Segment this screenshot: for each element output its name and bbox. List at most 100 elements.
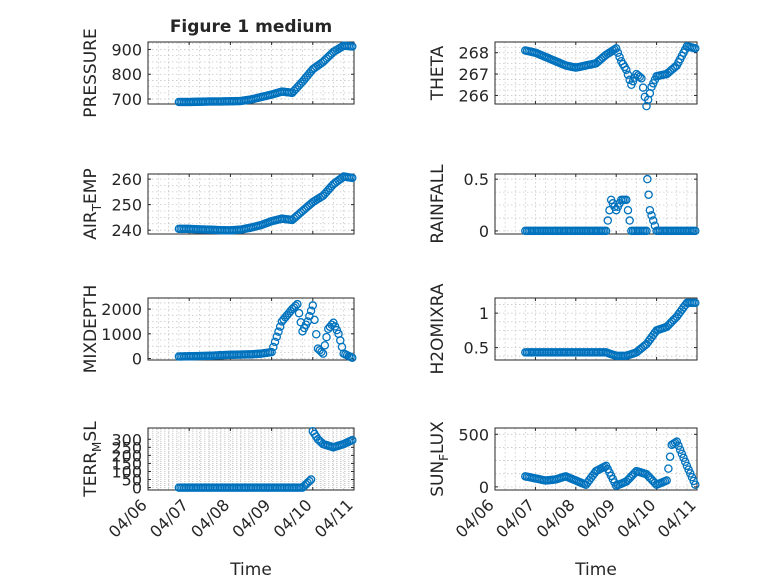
data-point [691,480,700,489]
data-point [691,298,700,308]
y-tick-label: 50 [122,471,142,490]
subplot-3: 240 250 260 AIRTEMP [81,168,357,240]
data-point [611,44,621,53]
x-tick-label: 04/09 [573,495,619,541]
data-point [637,74,646,83]
data-point [269,342,278,352]
data-point [625,216,634,225]
axes-box [494,41,698,105]
y-tick-label: 700 [111,90,142,109]
data-point [305,476,314,486]
y-tick-label: 100 [111,462,142,481]
data-point [306,475,316,484]
data-point [638,83,648,92]
axes-box [147,173,355,235]
data-point [664,464,673,473]
data-point [645,205,655,215]
y-axis-label-subscript: F [437,454,451,461]
data-point [320,341,330,350]
data-point [274,327,283,336]
y-tick-label: 266 [458,86,489,105]
y-tick-label: 240 [111,221,142,240]
axes-box [494,297,698,361]
x-tick-label: 04/10 [613,495,659,541]
data-point [691,44,700,53]
data-point [644,190,653,199]
y-tick-label: 250 [111,196,142,215]
axes-box [147,297,355,361]
y-tick-label: 268 [458,44,489,63]
data-point [623,205,633,215]
y-tick-label: 0 [132,479,142,498]
x-axis-label: Time [574,560,617,580]
y-axis-label-part: EMP [81,168,101,204]
data-point [348,173,357,183]
x-tick-label: 04/08 [187,495,233,541]
x-tick-label: 04/11 [311,495,357,541]
y-axis-label-part: SL [81,421,101,442]
y-axis-label-part: AIR [81,211,101,240]
data-point [680,457,690,467]
data-point [613,48,623,57]
data-point [643,174,652,184]
y-axis-label: H2OMIXRA [428,283,448,374]
data-point [603,216,613,225]
y-axis-label-subscript: T [90,203,104,212]
data-point [310,315,319,325]
data-point [662,476,671,485]
y-tick-label: 200 [111,446,142,465]
data-point [267,347,276,357]
y-tick-label: 800 [111,65,142,84]
axes-box [147,41,355,105]
data-point [294,308,304,318]
data-point [672,437,682,446]
y-axis-label-part: LUX [428,421,448,454]
data-point [348,353,357,363]
data-point [317,347,326,357]
y-axis-label: TERRMSL [81,421,104,498]
y-tick-label: 1000 [101,325,142,344]
x-axis-label: Time [229,560,272,580]
data-point [275,322,285,331]
data-point [615,52,624,62]
data-point [311,329,321,339]
data-point [647,211,656,220]
y-axis-label-part: TERR [81,452,101,498]
x-tick-label: 04/08 [533,495,579,541]
data-point [642,226,651,236]
subplot-6: 0.5 1 H2OMIXRA [428,283,700,375]
subplot-7: 05010015020025030004/0604/0704/0804/0904… [81,421,357,542]
data-point [291,301,300,311]
y-tick-label: 0.5 [464,170,489,189]
data-point [691,226,700,236]
data-point [601,226,611,236]
y-axis-label-part: SUN [428,461,448,497]
y-tick-label: 1 [479,304,489,323]
axes-box [494,427,698,491]
y-axis-label: RAINFALL [428,164,448,244]
y-tick-label: 900 [111,40,142,59]
data-point [318,349,328,358]
data-point [322,332,331,342]
y-axis-label: PRESSURE [81,28,101,117]
subplot-1: 700 800 900 PRESSURE Figure 1 medium [81,17,357,118]
data-point [665,452,675,461]
y-tick-label: 267 [458,65,489,84]
data-point [635,72,645,82]
y-tick-label: 150 [111,454,142,473]
x-tick-label: 04/07 [146,495,192,541]
y-tick-label: 300 [111,430,142,449]
data-point [272,332,281,342]
data-point [675,445,685,454]
data-point [348,435,357,445]
data-point [270,337,280,347]
y-tick-label: 0.5 [464,339,489,358]
subplot-2: 266 267 268 THETA [428,41,700,111]
y-axis-label: THETA [428,45,448,101]
y-tick-label: 260 [111,170,142,189]
chart-title: Figure 1 medium [170,17,332,37]
data-point [622,65,631,75]
data-point [648,216,658,225]
